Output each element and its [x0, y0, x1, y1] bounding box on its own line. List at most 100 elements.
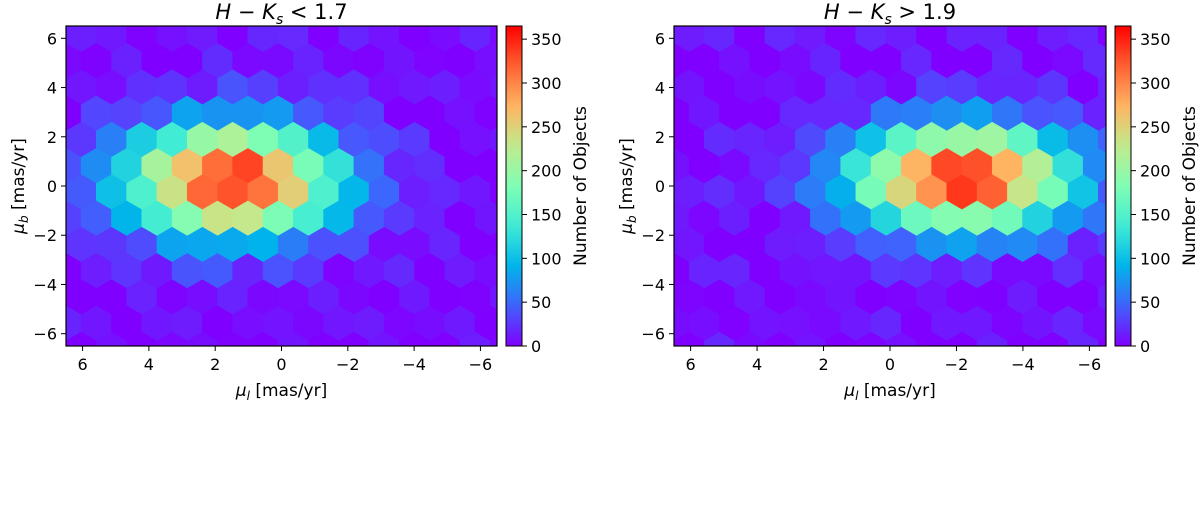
x-tick-label: 6: [686, 355, 696, 374]
x-tick-label: 0: [885, 355, 895, 374]
x-tick-label: −6: [469, 355, 493, 374]
y-tick-label: 4: [47, 79, 57, 98]
hexbin-cell: [21, 0, 51, 26]
title-part: K: [871, 0, 887, 24]
hexbin-cell: [398, 26, 401, 27]
colorbar-tick-label: 50: [1140, 293, 1160, 312]
colorbar-tick-label: 150: [1140, 205, 1171, 224]
colorbar-tick-label: 50: [531, 293, 551, 312]
hexbin-cell: [95, 26, 97, 27]
title-part: −: [231, 0, 262, 24]
x-label-part: μ: [843, 381, 855, 401]
y-tick-label: 4: [655, 79, 665, 98]
x-tick-label: −6: [1078, 355, 1102, 374]
x-tick-label: −2: [336, 355, 360, 374]
hexbin-cell: [1067, 26, 1069, 27]
title-part: K: [262, 0, 278, 24]
hexbin-layer: [629, 0, 1106, 346]
y-axis-label: μb [mas/yr]: [617, 138, 639, 235]
hexbin-cell: [1098, 178, 1106, 206]
hexbin-cell: [764, 26, 766, 27]
colorbar-tick-label: 350: [1140, 30, 1171, 49]
y-tick-label: −6: [33, 325, 57, 344]
x-axis-label: μl [mas/yr]: [235, 381, 327, 403]
hexbin-cell: [1098, 283, 1106, 311]
colorbar: [1114, 25, 1132, 347]
hexbin-cell: [490, 179, 497, 206]
hexbin-cell: [459, 26, 461, 27]
colorbar-tick-label: 0: [1140, 337, 1150, 356]
x-tick-label: 4: [752, 355, 762, 374]
y-tick-label: −2: [33, 226, 57, 245]
y-label-part: μ: [9, 223, 29, 235]
hexbin-cell: [1037, 26, 1039, 27]
colorbar-tick-label: 200: [531, 162, 562, 181]
hexbin-cell: [489, 26, 491, 27]
hexbin-cell: [186, 26, 188, 27]
hexbin-cell: [21, 44, 51, 79]
x-label-part: l: [247, 389, 251, 403]
x-label-part: [mas/yr]: [250, 381, 327, 401]
x-label-part: l: [855, 389, 859, 403]
hexbin-cell: [1098, 336, 1106, 346]
hexbin-cell: [629, 0, 659, 26]
x-tick-label: 6: [77, 355, 87, 374]
hexbin-cell: [1098, 26, 1106, 49]
x-tick-label: −4: [1011, 355, 1035, 374]
hexbin-cell: [490, 336, 497, 346]
colorbar-label: Number of Objects: [1180, 106, 1200, 266]
hexbin-cell: [368, 26, 370, 27]
colorbar-tick-label: 250: [531, 118, 562, 137]
x-tick-label: −4: [402, 355, 426, 374]
colorbar: [505, 25, 523, 347]
hexbin-cell: [490, 231, 497, 258]
y-tick-label: 6: [47, 29, 57, 48]
title-part: > 1.9: [892, 0, 956, 24]
title-part: s: [884, 12, 891, 28]
hexbin-cell: [490, 26, 497, 48]
hexbin-cell: [490, 284, 497, 311]
hexbin-cell: [1097, 26, 1099, 27]
x-tick-label: 2: [210, 355, 220, 374]
colorbar-tick-label: 200: [1140, 162, 1171, 181]
hexbin-cell: [976, 26, 978, 27]
hexbin-cell: [429, 26, 431, 27]
hexbin-cell: [734, 26, 736, 27]
y-tick-label: 2: [47, 128, 57, 147]
colorbar-tick-label: 300: [531, 74, 562, 93]
hexbin-cell: [156, 26, 158, 27]
y-tick-label: 6: [655, 29, 665, 48]
y-tick-label: 2: [655, 128, 665, 147]
y-label-part: b: [17, 215, 31, 223]
y-tick-label: −4: [641, 275, 665, 294]
y-axis-label: μb [mas/yr]: [9, 138, 31, 235]
hexbin-cell: [1098, 73, 1106, 101]
hexbin-cell: [506, 0, 536, 26]
hexbin-cell: [674, 26, 675, 27]
colorbar-tick-label: 150: [531, 205, 562, 224]
y-tick-label: 0: [655, 177, 665, 196]
hexbin-cell: [490, 126, 497, 153]
hexbin-cell: [21, 96, 51, 131]
y-tick-label: 0: [47, 177, 57, 196]
colorbar-tick-label: 0: [531, 337, 541, 356]
colorbar-tick-label: 250: [1140, 118, 1171, 137]
title-part: s: [276, 12, 283, 28]
title-part: < 1.7: [283, 0, 347, 24]
colorbar-label: Number of Objects: [571, 106, 591, 266]
colorbar-tick-label: 300: [1140, 74, 1171, 93]
title-part: H: [824, 0, 840, 24]
hexbin-cell: [490, 74, 497, 101]
x-axis-label: μl [mas/yr]: [843, 381, 935, 403]
chart-title: H − Ks < 1.7: [215, 0, 347, 28]
y-tick-label: −6: [641, 325, 665, 344]
hexbin-cell: [66, 26, 67, 27]
title-part: H: [215, 0, 231, 24]
colorbar-tick-label: 350: [531, 30, 562, 49]
chart-title: H − Ks > 1.9: [824, 0, 956, 28]
hexbin-cell: [703, 26, 705, 27]
